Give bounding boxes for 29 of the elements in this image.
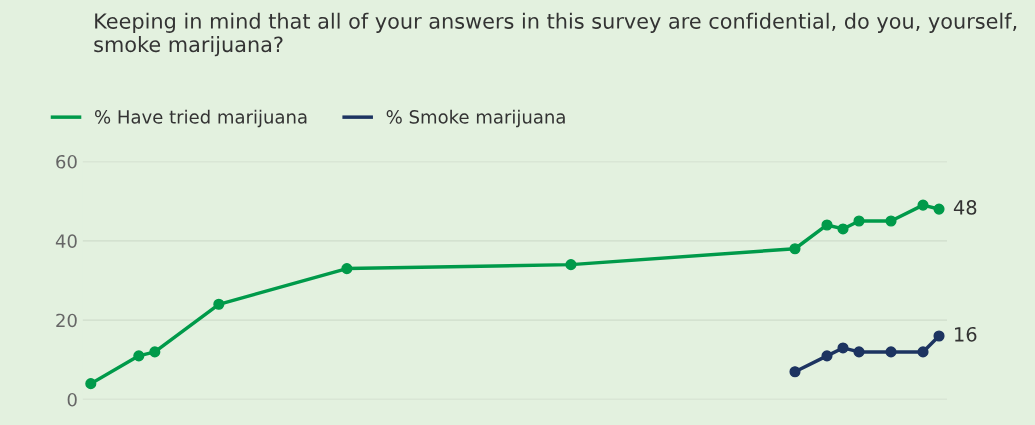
- point: [917, 199, 929, 211]
- point: [565, 259, 577, 271]
- point: [837, 342, 849, 354]
- point: [917, 346, 929, 358]
- point: [933, 330, 945, 342]
- data-label: 16: [955, 326, 977, 342]
- point: [789, 366, 801, 378]
- legend-label: % Smoke marijuana: [386, 109, 565, 128]
- point: [133, 350, 145, 362]
- point: [821, 350, 833, 362]
- point: [853, 215, 865, 227]
- y-tick-label: 0: [67, 392, 77, 407]
- point: [885, 346, 897, 358]
- y-tick-label: 40: [55, 234, 77, 248]
- point: [821, 219, 833, 231]
- chart-title: Keeping in mind that all of your answers in this survey are confidential, do you, yourself, smoke marijuana?: [94, 12, 1017, 57]
- point: [885, 215, 897, 227]
- point: [213, 298, 225, 310]
- legend-label: % Have tried marijuana: [95, 109, 307, 128]
- y-tick-label: 20: [56, 313, 77, 328]
- y-tick-label: 60: [56, 154, 77, 169]
- point: [149, 346, 161, 358]
- point: [85, 378, 97, 390]
- point: [341, 263, 353, 275]
- data-label: 48: [953, 200, 977, 215]
- point: [933, 203, 945, 215]
- point: [853, 346, 865, 358]
- point: [837, 223, 849, 235]
- point: [789, 243, 801, 255]
